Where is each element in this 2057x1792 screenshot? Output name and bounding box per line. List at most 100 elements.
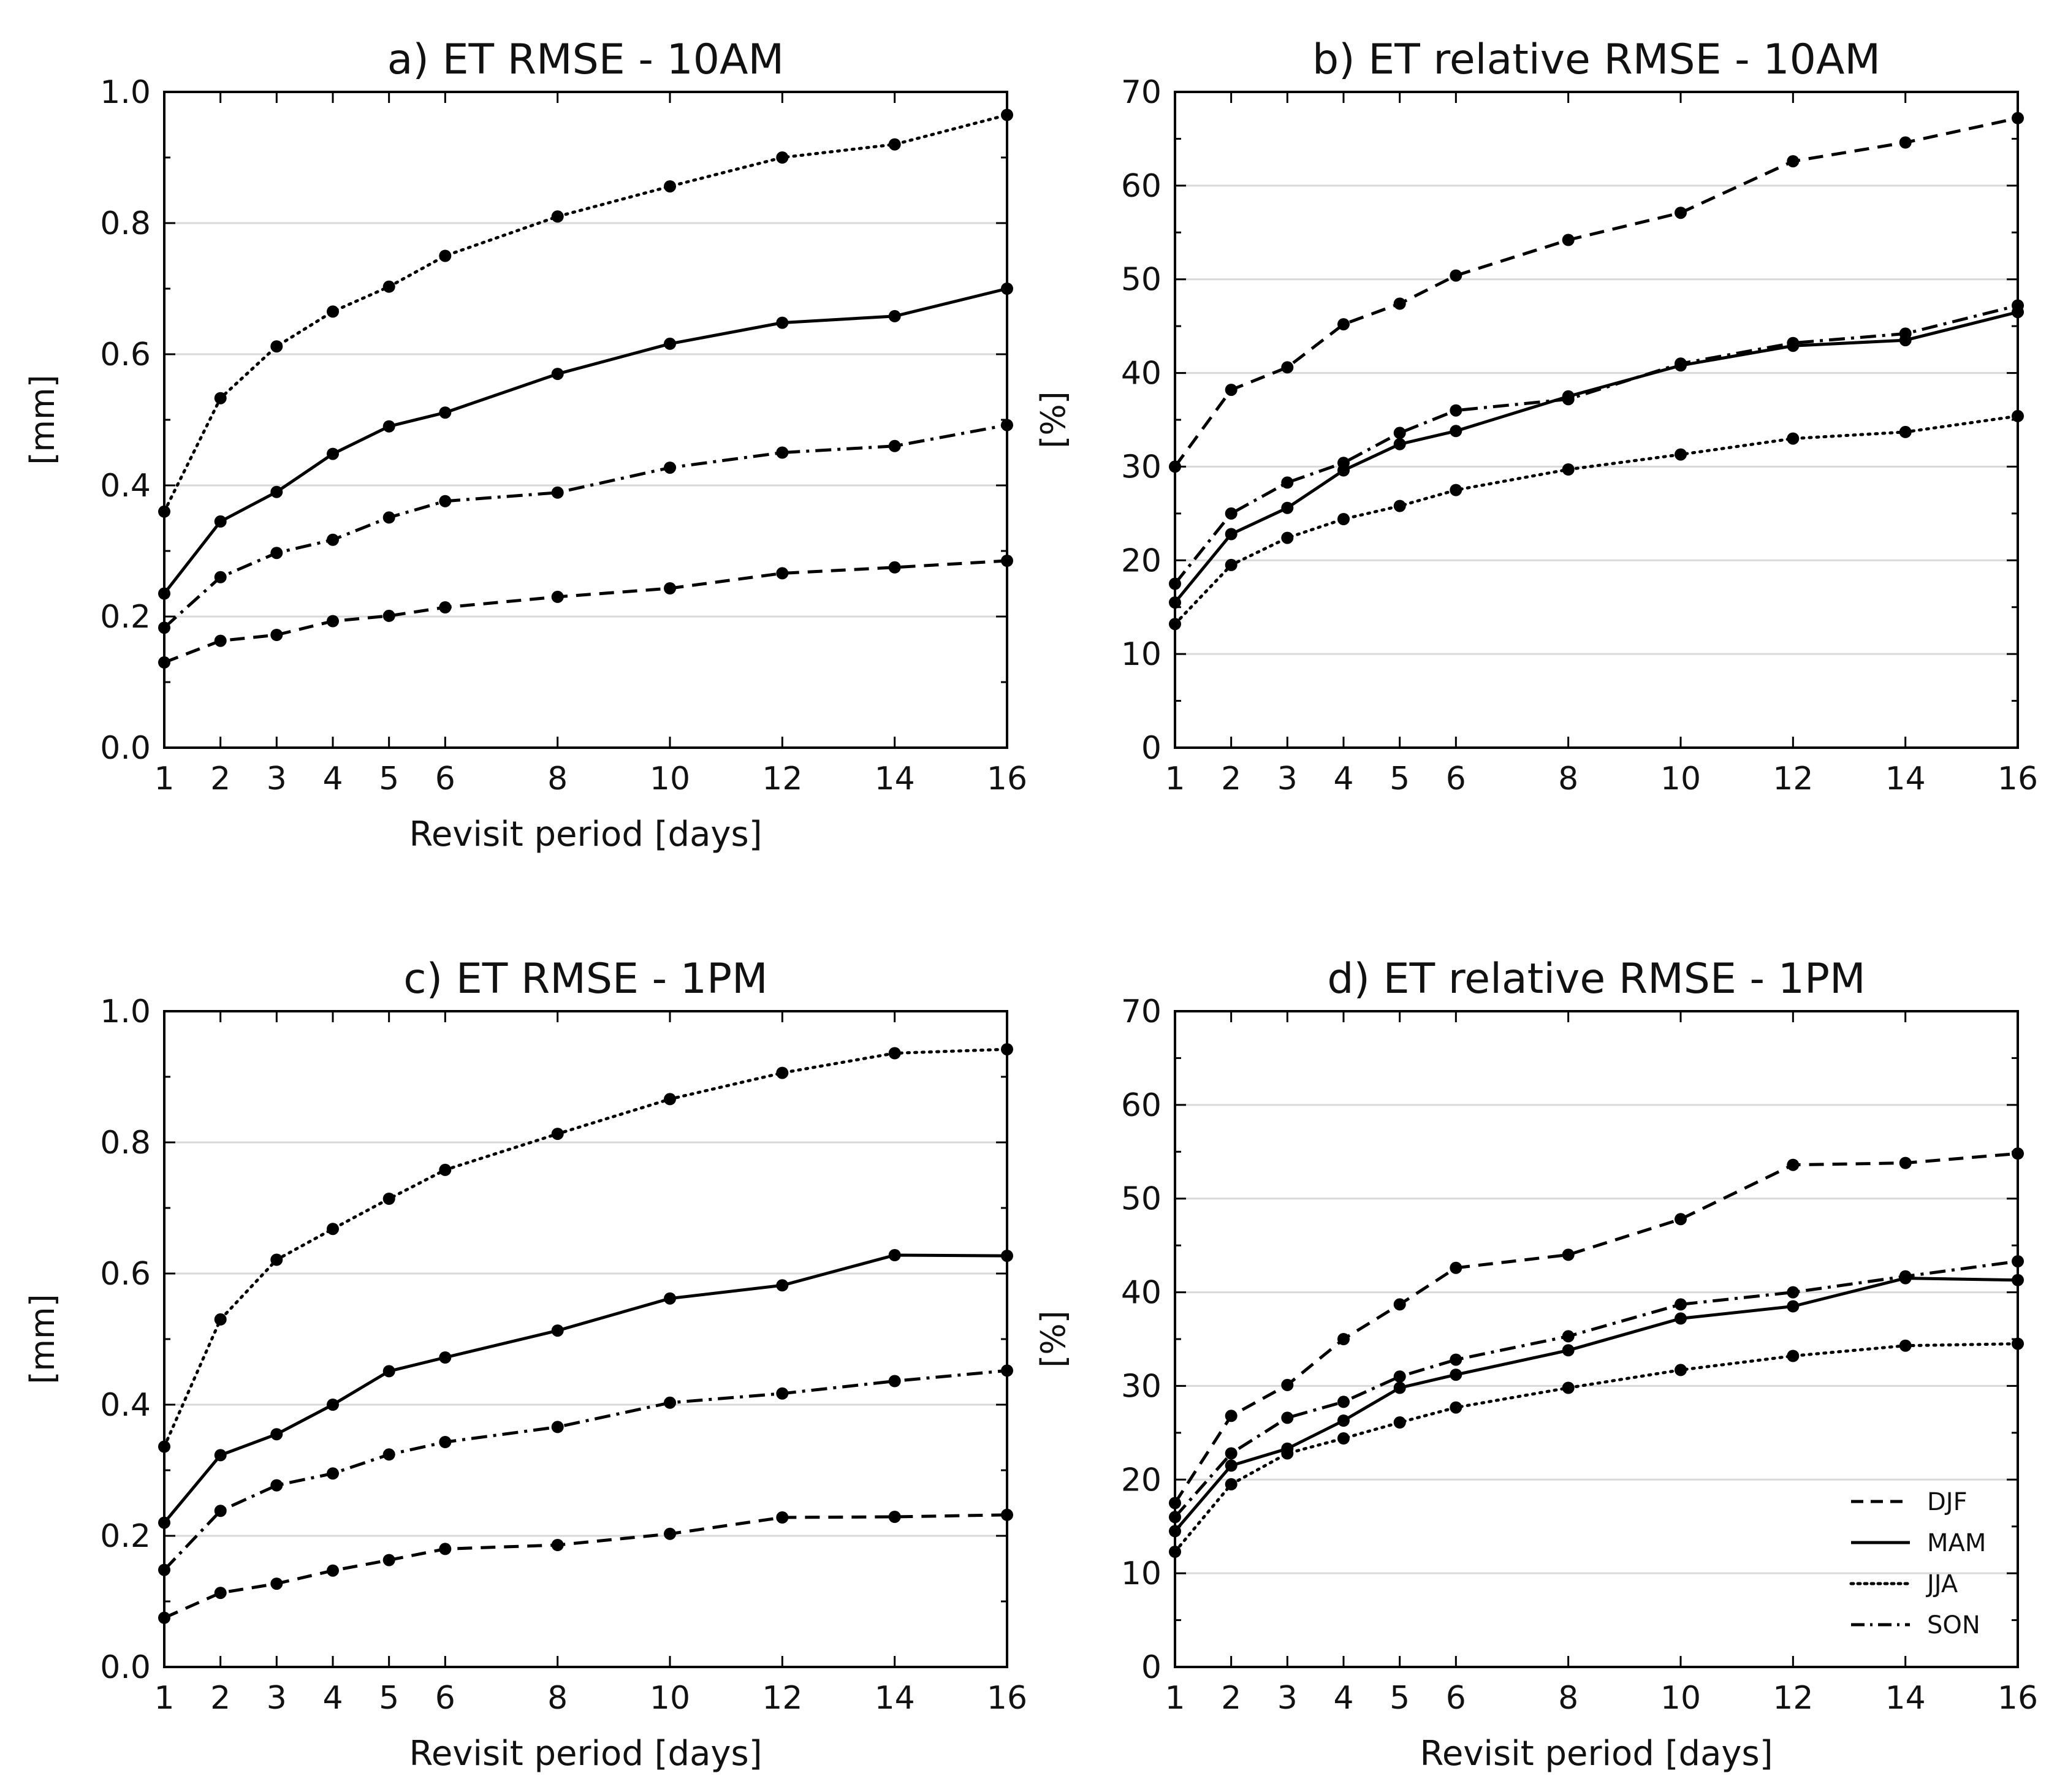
panel-a-series-jja-point (214, 392, 227, 404)
panel-a-series-mam-point (776, 316, 789, 329)
panel-c-x-tick-label: 10 (650, 1680, 690, 1717)
panel-a: a) ET RMSE - 10AM [mm] Revisit period [d… (23, 36, 1027, 854)
panel-a-x-tick-label: 12 (762, 761, 802, 797)
panel-a-series-djf-point (664, 582, 676, 594)
panel-d-x-tick-label: 14 (1885, 1680, 1926, 1717)
panel-d-series-jja-point (1899, 1339, 1912, 1352)
panel-a-series-mam-point (214, 515, 227, 528)
panel-b-x-tick-label: 8 (1558, 761, 1578, 797)
panel-a-x-tick-label: 6 (435, 761, 455, 797)
panel-b-series-jja-point (1450, 484, 1462, 496)
panel-d-series-djf-point (1562, 1248, 1575, 1261)
panel-a-x-tick-label: 16 (987, 761, 1027, 797)
panel-a-y-tick-label: 0.0 (100, 730, 151, 767)
panel-c-series-jja-point (382, 1193, 395, 1205)
panel-b-series-son-line (1174, 304, 2018, 585)
panel-c-series-son-point (551, 1421, 564, 1433)
panel-c-series-djf-point (439, 1543, 452, 1555)
panel-b-series-jja-point (1225, 558, 1238, 571)
panel-b-series-djf-point (1393, 297, 1406, 310)
panel-c-x-tick-label: 12 (762, 1680, 802, 1717)
panel-d-series-jja-point (1787, 1350, 1800, 1362)
panel-b-x-tick-label: 1 (1165, 761, 1185, 797)
panel-c-title: c) ET RMSE - 1PM (403, 955, 767, 1003)
panel-a-y-tick-label: 0.6 (100, 336, 151, 373)
panel-c-series-son-point (664, 1396, 676, 1409)
panel-a-series-mam-point (382, 420, 395, 433)
panel-a-series-jja-point (888, 138, 901, 151)
panel-c-series-son-point (327, 1467, 339, 1480)
panel-d-series-mam-point (1450, 1369, 1462, 1381)
panel-c-series-jja-point (776, 1066, 789, 1079)
panel-a-series-jja-point (776, 151, 789, 164)
panel-a-series-jja-line (162, 113, 1009, 514)
panel-d-series-djf-point (1787, 1158, 1800, 1171)
panel-b-series-son-point (1225, 507, 1238, 520)
panel-b-y-tick-label: 0 (1141, 730, 1162, 767)
panel-b-y-tick-label: 10 (1121, 636, 1162, 673)
panel-a-y-tick-label: 0.8 (100, 205, 151, 242)
panel-d-x-tick-label: 16 (1998, 1680, 2038, 1717)
panel-a-series-son-point (664, 461, 676, 474)
panel-c-series-son-point (439, 1436, 452, 1448)
panel-b-x-tick-label: 16 (1998, 761, 2038, 797)
panel-a-axes-frame (163, 91, 1008, 749)
panel-a-series-djf-point (270, 629, 283, 641)
panel-c-x-tick-label: 6 (435, 1680, 455, 1717)
panel-a-series-son-point (439, 495, 452, 507)
panel-d-series-son-point (1899, 1270, 1912, 1283)
panel-a-series-djf-point (888, 561, 901, 574)
legend-entry-son: SON (1851, 1611, 1980, 1639)
panel-c-series-son-point (382, 1448, 395, 1461)
panel-a-x-tick-label: 14 (875, 761, 915, 797)
panel-d-x-tick-label: 4 (1333, 1680, 1353, 1717)
panel-a-series-son-point (888, 439, 901, 452)
panel-d-series-son-point (1393, 1370, 1406, 1383)
panel-c-series-jja-point (439, 1163, 452, 1176)
panel-a-x-tick-label: 2 (210, 761, 230, 797)
panel-c-series-djf-point (270, 1577, 283, 1590)
panel-b-series-son-point (1450, 404, 1462, 417)
panel-a-series-son-point (551, 486, 564, 499)
panel-b-series-son-point (1562, 393, 1575, 406)
panel-b-series-djf-point (1450, 269, 1462, 282)
panel-d-series-mam-point (1787, 1300, 1800, 1313)
panel-a-series-mam-point (888, 309, 901, 322)
panel-d-series-son-point (1337, 1395, 1350, 1408)
panel-d-series-djf-point (1450, 1261, 1462, 1274)
panel-c-x-tick-label: 5 (379, 1680, 399, 1717)
panel-b-series-jja-point (1281, 531, 1294, 544)
panel-c-x-tick-label: 14 (875, 1680, 915, 1717)
panel-c-axes-frame (163, 1010, 1008, 1668)
panel-b-series-son-point (1337, 457, 1350, 469)
panel-d-y-tick-label: 10 (1121, 1555, 1162, 1592)
panel-d-y-axis-label: [%] (1034, 1310, 1073, 1367)
panel-c-series-mam-point (551, 1324, 564, 1337)
panel-d-series-mam-point (1225, 1459, 1238, 1472)
panel-c-series-djf-point (327, 1564, 339, 1577)
panel-b-series-jja-point (1787, 432, 1800, 445)
panel-b-x-tick-label: 4 (1333, 761, 1353, 797)
panel-d-series-jja-point (1281, 1447, 1294, 1460)
panel-b-axes-frame (1174, 91, 2019, 749)
panel-b-y-tick-label: 20 (1121, 542, 1162, 579)
panel-b-series-mam-point (1281, 501, 1294, 514)
panel-a-series-mam-point (439, 406, 452, 419)
panel-c-x-tick-label: 2 (210, 1680, 230, 1717)
panel-b-y-tick-label: 60 (1121, 168, 1162, 205)
panel-d-series-jja-point (1450, 1401, 1462, 1414)
panel-d-series-djf-point (1337, 1333, 1350, 1345)
panel-a-series-jja-point (439, 249, 452, 262)
panel-d-axes-frame (1174, 1010, 2019, 1668)
panel-a-y-axis-label: [mm] (23, 374, 62, 465)
panel-c-y-tick-label: 0.6 (100, 1256, 151, 1293)
panel-d-series-jja-point (1225, 1478, 1238, 1490)
panel-d-y-tick-label: 70 (1121, 993, 1162, 1030)
panel-d-x-tick-label: 8 (1558, 1680, 1578, 1717)
panel-c-series-mam-point (664, 1292, 676, 1305)
panel-a-y-tick-label: 0.4 (100, 468, 151, 504)
panel-d-series-djf-point (1675, 1213, 1687, 1226)
panel-b-y-tick-label: 70 (1121, 74, 1162, 111)
panel-a-x-axis-label: Revisit period [days] (409, 814, 762, 854)
